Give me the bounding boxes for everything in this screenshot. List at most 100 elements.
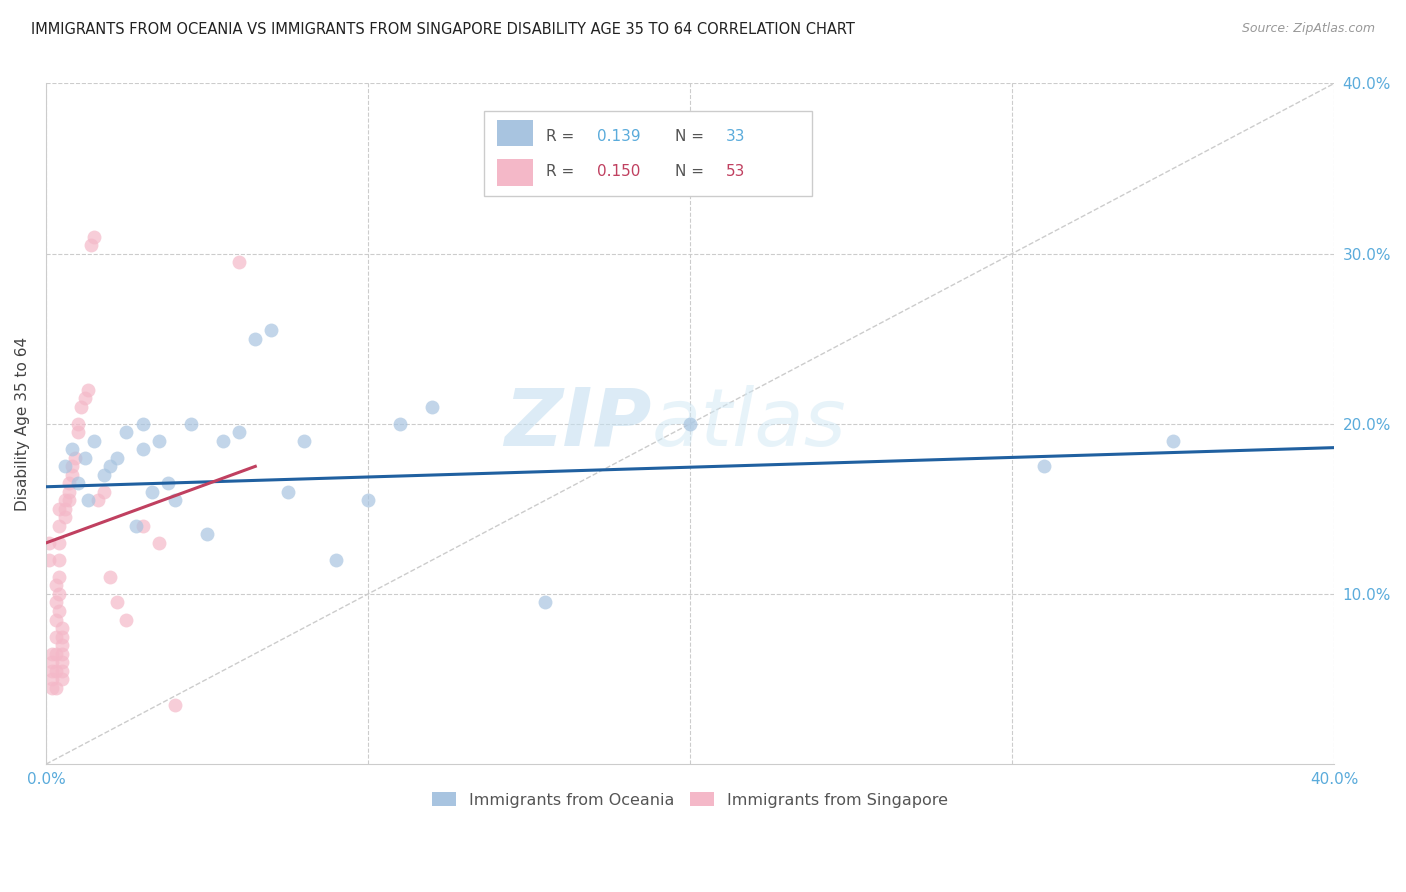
Point	[163, 493, 186, 508]
Point	[679, 417, 702, 431]
Point	[292, 434, 315, 448]
Point	[228, 425, 250, 440]
Point	[48, 502, 70, 516]
Point	[41, 647, 63, 661]
Point	[41, 655, 63, 669]
Text: R =: R =	[546, 164, 574, 179]
Point	[41, 681, 63, 695]
Point	[125, 519, 148, 533]
Point	[73, 391, 96, 405]
Point	[1161, 434, 1184, 448]
Text: atlas: atlas	[651, 384, 846, 463]
Point	[41, 672, 63, 686]
Point	[58, 476, 80, 491]
Point	[58, 484, 80, 499]
Point	[51, 638, 73, 652]
Point	[80, 238, 103, 252]
Point	[51, 655, 73, 669]
Text: 53: 53	[725, 164, 745, 179]
Text: ZIP: ZIP	[503, 384, 651, 463]
Point	[48, 553, 70, 567]
Point	[67, 476, 90, 491]
Point	[51, 621, 73, 635]
Point	[105, 450, 128, 465]
Point	[45, 595, 67, 609]
Point	[67, 425, 90, 440]
Point	[422, 400, 444, 414]
Point	[58, 493, 80, 508]
Point	[131, 417, 153, 431]
Point	[228, 255, 250, 269]
Point	[148, 434, 170, 448]
Point	[115, 425, 138, 440]
Bar	[496, 120, 533, 146]
Point	[67, 417, 90, 431]
Text: R =: R =	[546, 128, 574, 144]
Point	[100, 459, 122, 474]
Point	[45, 664, 67, 678]
Text: N =: N =	[675, 164, 703, 179]
Point	[45, 613, 67, 627]
Point	[148, 536, 170, 550]
Point	[73, 450, 96, 465]
Point	[63, 450, 86, 465]
Point	[93, 467, 115, 482]
Point	[195, 527, 218, 541]
Point	[51, 672, 73, 686]
Text: IMMIGRANTS FROM OCEANIA VS IMMIGRANTS FROM SINGAPORE DISABILITY AGE 35 TO 64 COR: IMMIGRANTS FROM OCEANIA VS IMMIGRANTS FR…	[31, 22, 855, 37]
Text: N =: N =	[675, 128, 703, 144]
Point	[51, 664, 73, 678]
Point	[115, 613, 138, 627]
Point	[60, 442, 83, 457]
Point	[1033, 459, 1056, 474]
Point	[100, 570, 122, 584]
Point	[76, 493, 98, 508]
Point	[60, 459, 83, 474]
Text: 0.150: 0.150	[598, 164, 641, 179]
Point	[45, 681, 67, 695]
Point	[105, 595, 128, 609]
Point	[48, 570, 70, 584]
Point	[245, 332, 267, 346]
Point	[45, 647, 67, 661]
Point	[83, 229, 105, 244]
Point	[53, 493, 76, 508]
Point	[48, 604, 70, 618]
Point	[48, 587, 70, 601]
Point	[86, 493, 108, 508]
Point	[325, 553, 347, 567]
Point	[51, 630, 73, 644]
FancyBboxPatch shape	[484, 111, 813, 195]
Point	[141, 484, 163, 499]
Point	[131, 442, 153, 457]
Point	[38, 536, 60, 550]
Text: 33: 33	[725, 128, 745, 144]
Point	[53, 459, 76, 474]
Text: Source: ZipAtlas.com: Source: ZipAtlas.com	[1241, 22, 1375, 36]
Legend: Immigrants from Oceania, Immigrants from Singapore: Immigrants from Oceania, Immigrants from…	[426, 786, 955, 814]
Point	[83, 434, 105, 448]
Point	[157, 476, 180, 491]
Point	[163, 698, 186, 712]
Point	[180, 417, 202, 431]
Text: 0.139: 0.139	[598, 128, 641, 144]
Point	[76, 383, 98, 397]
Point	[389, 417, 412, 431]
Point	[260, 323, 283, 337]
Point	[41, 664, 63, 678]
Point	[131, 519, 153, 533]
Point	[60, 467, 83, 482]
Point	[357, 493, 380, 508]
Point	[53, 502, 76, 516]
Point	[276, 484, 298, 499]
Point	[45, 578, 67, 592]
Point	[53, 510, 76, 524]
Point	[70, 400, 93, 414]
Point	[212, 434, 235, 448]
Point	[534, 595, 557, 609]
Point	[48, 536, 70, 550]
Point	[38, 553, 60, 567]
Point	[48, 519, 70, 533]
Point	[45, 630, 67, 644]
Y-axis label: Disability Age 35 to 64: Disability Age 35 to 64	[15, 337, 30, 511]
